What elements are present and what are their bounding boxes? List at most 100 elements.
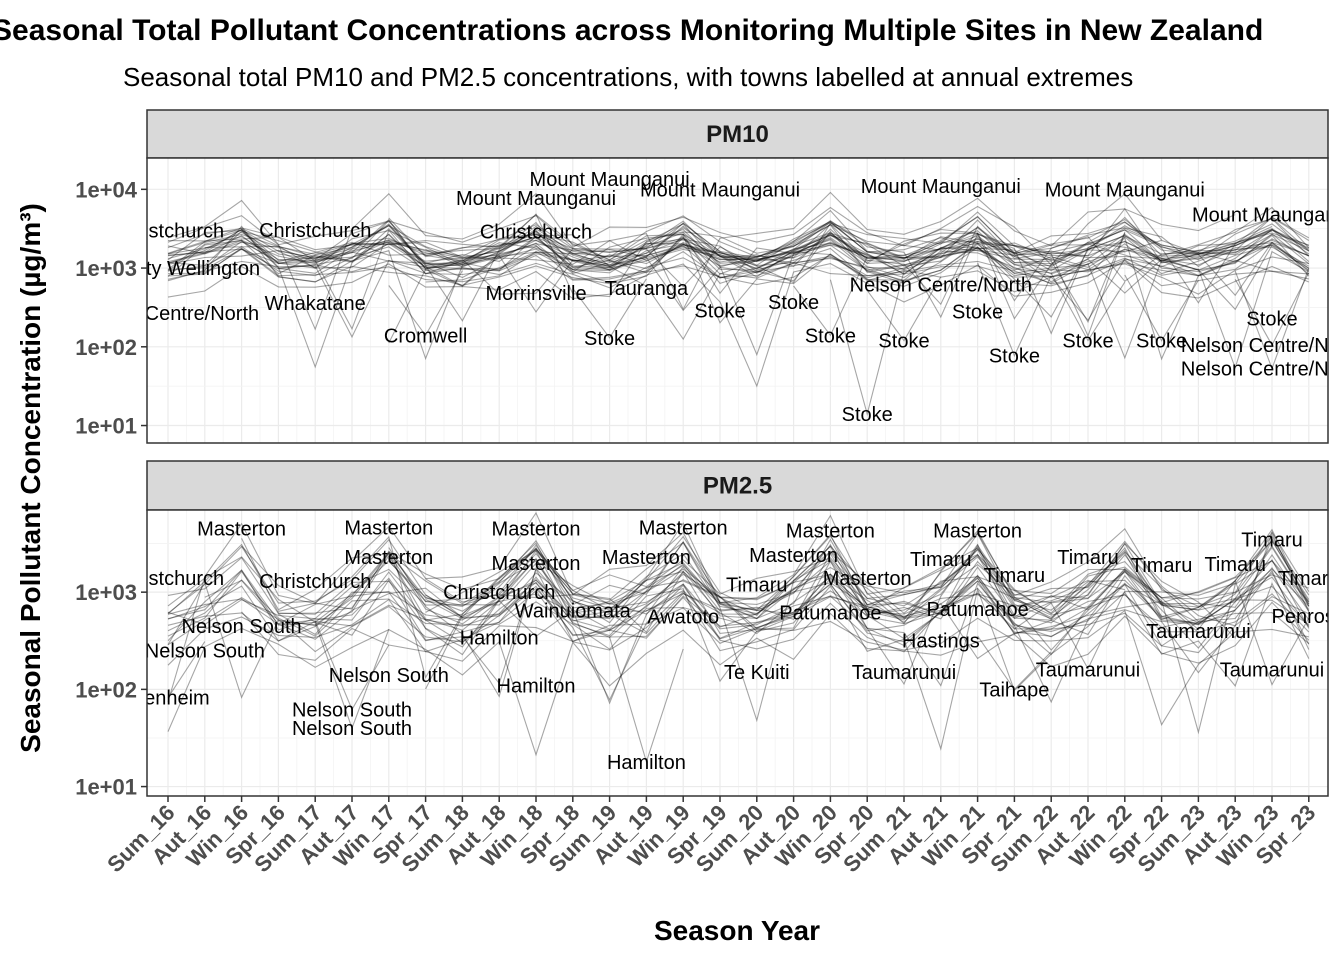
town-label: Masterton (823, 568, 912, 590)
panel-background (147, 510, 1328, 796)
town-label: Timaru (1131, 555, 1192, 577)
panel-border (146, 509, 1329, 797)
town-label: Whakatane (265, 293, 366, 315)
town-label: Masterton (639, 518, 728, 540)
site-line (167, 560, 1310, 631)
town-label: Mount Maunganui (530, 169, 690, 191)
town-label: Hamilton (607, 752, 686, 774)
series-lines (167, 511, 1310, 764)
chart-subtitle: Seasonal total PM10 and PM2.5 concentrat… (123, 62, 1133, 92)
site-line (167, 576, 1236, 642)
town-label: Nelson Centre/North (1181, 335, 1344, 357)
site-line (167, 583, 1310, 674)
town-label: Nelson Centre/North (77, 303, 259, 325)
site-line-extreme (167, 641, 206, 699)
site-line-extreme (829, 270, 905, 417)
town-label: Timaru (726, 574, 787, 596)
site-line (241, 533, 1310, 621)
site-line (167, 511, 1310, 703)
site-line (425, 564, 1125, 623)
site-line (278, 534, 1310, 620)
facet-strip-label: PM2.5 (703, 473, 772, 500)
site-line (167, 222, 1310, 260)
site-line (425, 579, 1236, 670)
site-line (314, 215, 1310, 335)
town-label: Nelson South (145, 641, 265, 663)
town-label: Stoke (584, 328, 635, 350)
town-label: Nelson South (292, 700, 412, 722)
town-label: Timaru (1241, 529, 1302, 551)
site-line (167, 225, 1310, 361)
site-line (167, 531, 1310, 639)
site-line (167, 579, 1310, 660)
town-label: Blenheim (126, 688, 209, 710)
site-line (167, 582, 1310, 751)
town-label: Mount Maunganui (456, 188, 616, 210)
site-line (167, 247, 1309, 295)
facet-strip (146, 460, 1329, 511)
town-label: Christchurch (443, 582, 555, 604)
annotation-layer: Christchurch Inner City Wellington Nelson … (77, 169, 1344, 426)
town-label: Stoke (952, 302, 1003, 324)
town-label: Nelson Centre/North (850, 274, 1032, 296)
town-label: Christchurch (480, 222, 592, 244)
site-line-extreme (572, 278, 647, 339)
y-tick-label: 1e+01 (75, 775, 137, 800)
town-label: Stoke (1246, 308, 1297, 330)
y-tick-label: 1e+02 (75, 335, 137, 360)
town-label: Taumarunui (1036, 660, 1141, 682)
site-line (167, 567, 1310, 685)
town-label: Mount Maunganui (861, 176, 1021, 198)
town-label: Patumahoe (779, 602, 881, 624)
site-line-extreme (1234, 267, 1310, 371)
y-tick-label: 1e+03 (75, 256, 137, 281)
series-lines (167, 191, 1310, 417)
town-label: Stoke (878, 331, 929, 353)
town-label: Timaru (1278, 568, 1339, 590)
site-line (167, 223, 1309, 357)
site-line (425, 568, 1310, 620)
site-line (241, 535, 1310, 735)
site-line (167, 224, 1310, 331)
town-label: Masterton (197, 519, 286, 541)
site-line (425, 552, 1310, 690)
site-line (167, 217, 1310, 271)
site-line-extreme (977, 262, 1052, 358)
town-label: Timaru (984, 565, 1045, 587)
site-line (425, 251, 1309, 341)
town-label: Hamilton (460, 628, 539, 650)
site-line (167, 236, 1310, 272)
site-line (425, 221, 1310, 322)
town-label: Patumahoe (926, 599, 1028, 621)
y-tick-label: 1e+02 (75, 677, 137, 702)
town-label: Wainuiomata (515, 600, 632, 622)
town-label: Christchurch (112, 568, 224, 590)
site-line (388, 528, 1310, 705)
site-line (167, 554, 1310, 704)
site-line-extreme (866, 276, 942, 342)
town-label: Stoke (768, 292, 819, 314)
town-label: Tauranga (605, 278, 689, 300)
site-line (167, 228, 1310, 279)
town-label: Nelson South (292, 718, 412, 740)
town-label: Penrose (1272, 606, 1344, 628)
site-line (204, 233, 1309, 287)
site-line-extreme (1124, 274, 1199, 342)
town-label: Nelson South (329, 665, 449, 687)
site-line (278, 232, 1310, 274)
town-label: Stoke (1062, 331, 1113, 353)
town-label: Masterton (492, 519, 581, 541)
y-tick-label: 1e+01 (75, 414, 137, 439)
site-line (167, 191, 1236, 331)
site-line (167, 236, 1310, 271)
town-label: Te Kuiti (724, 662, 790, 684)
panel-pm10: PM10 1e+01 1e+02 1e+03 1e+04 Christchurch Inne… (75, 109, 1344, 444)
site-line (167, 228, 1310, 369)
site-line-extreme (314, 623, 390, 730)
chart-title: Seasonal Total Pollutant Concentrations … (0, 14, 1263, 47)
panel-background (147, 158, 1328, 443)
town-label: Taumarunui (1146, 621, 1251, 643)
town-label: Timaru (1204, 554, 1265, 576)
